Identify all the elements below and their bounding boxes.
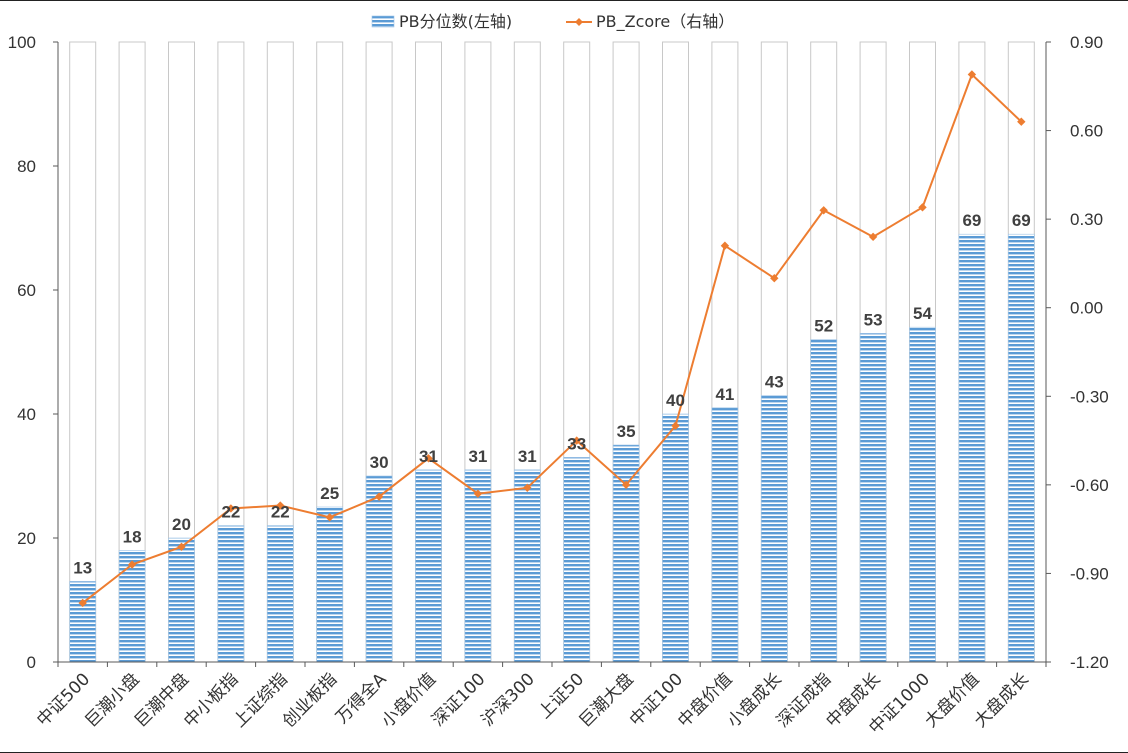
bars (69, 233, 1035, 663)
right-tick-label: 0.00 (1070, 299, 1103, 318)
data-label: 54 (913, 304, 932, 323)
zscore-point (572, 436, 581, 445)
data-label: 53 (864, 310, 883, 329)
bar (513, 469, 541, 663)
data-label: 31 (419, 447, 438, 466)
right-tick-label: -1.20 (1070, 653, 1109, 672)
data-label: 40 (666, 391, 685, 410)
left-tick-label: 0 (27, 653, 36, 672)
data-label: 13 (73, 558, 92, 577)
data-label: 22 (221, 503, 240, 522)
x-tick-label: 巨潮大盘 (575, 669, 637, 731)
left-tick-label: 40 (17, 405, 36, 424)
bar (168, 537, 195, 663)
zscore-point (78, 598, 87, 608)
left-tick-label: 60 (17, 281, 36, 300)
data-label: 25 (320, 484, 339, 503)
bar (859, 333, 887, 663)
left-tick-label: 20 (17, 529, 36, 548)
zscore-point (720, 241, 730, 250)
x-tick-label: 沪深300 (478, 669, 539, 730)
zscore-point (819, 206, 828, 215)
data-label: 20 (172, 515, 191, 534)
x-tick-label: 深证100 (428, 669, 489, 730)
zscore-point (424, 454, 433, 463)
data-label: 18 (123, 527, 142, 546)
right-tick-label: -0.90 (1070, 564, 1109, 583)
x-tick-label: 创业板指 (279, 669, 341, 731)
data-label: 52 (814, 317, 833, 336)
data-label: 33 (567, 434, 586, 453)
bar (69, 581, 96, 663)
zscore-point (177, 542, 186, 552)
right-tick-label: 0.60 (1070, 122, 1103, 141)
zscore-point (621, 480, 631, 490)
x-tick-label: 大盘成长 (971, 669, 1033, 731)
zscore-point (671, 421, 680, 431)
zscore-point (523, 483, 532, 493)
right-tick-label: 0.30 (1070, 210, 1103, 229)
bar (118, 550, 146, 663)
legend-line-label: PB_Zcore（右轴） (596, 12, 734, 32)
zscore-point (1017, 117, 1026, 126)
legend-bar-swatch (371, 15, 395, 28)
zscore-point (918, 203, 927, 212)
bar (316, 506, 344, 663)
bar (760, 395, 788, 663)
bar-background (69, 41, 97, 663)
data-label: 35 (617, 422, 636, 441)
data-label: 69 (962, 211, 981, 230)
data-label: 43 (765, 372, 784, 391)
zscore-point (473, 489, 483, 498)
data-label: 31 (468, 447, 487, 466)
zscore-line-path (82, 72, 1022, 604)
bar (958, 233, 986, 663)
zscore-point (374, 492, 384, 501)
bar (415, 469, 442, 663)
bar (662, 413, 689, 663)
left-tick-label: 80 (17, 157, 36, 176)
zscore-point (325, 513, 334, 522)
bar (909, 326, 936, 663)
zscore-point (127, 560, 137, 569)
bar (711, 407, 739, 663)
data-label: 22 (271, 503, 290, 522)
right-tick-label: 0.90 (1070, 33, 1103, 52)
bar (266, 525, 294, 663)
bar (217, 525, 245, 663)
left-tick-label: 100 (8, 33, 36, 52)
bar (563, 457, 591, 663)
data-label: 69 (1012, 211, 1031, 230)
legend: PB分位数(左轴) PB_Zcore（右轴） (371, 12, 734, 32)
right-tick-label: -0.30 (1070, 387, 1109, 406)
bar (810, 339, 838, 663)
bar (365, 475, 393, 663)
legend-line-marker (575, 18, 583, 26)
zscore-point (226, 504, 236, 513)
right-tick-label: -0.60 (1070, 476, 1109, 495)
data-label: 30 (370, 453, 389, 472)
data-labels: 13 18 20 22 22 25 30 31 31 31 33 35 40 41 43 52 53 54 69 69 (73, 211, 1031, 577)
zscore-point (770, 273, 779, 283)
bar (1007, 233, 1035, 663)
zscore-point (967, 70, 977, 79)
legend-bar-label: PB分位数(左轴) (399, 12, 512, 31)
bar-backgrounds (69, 41, 1035, 663)
zscore-point (276, 501, 285, 510)
zscore-line (78, 70, 1026, 608)
data-label: 31 (518, 447, 537, 466)
x-tick-label: 小盘价值 (378, 669, 440, 731)
zscore-point (868, 232, 878, 242)
bar (464, 469, 492, 663)
data-label: 41 (715, 385, 734, 404)
